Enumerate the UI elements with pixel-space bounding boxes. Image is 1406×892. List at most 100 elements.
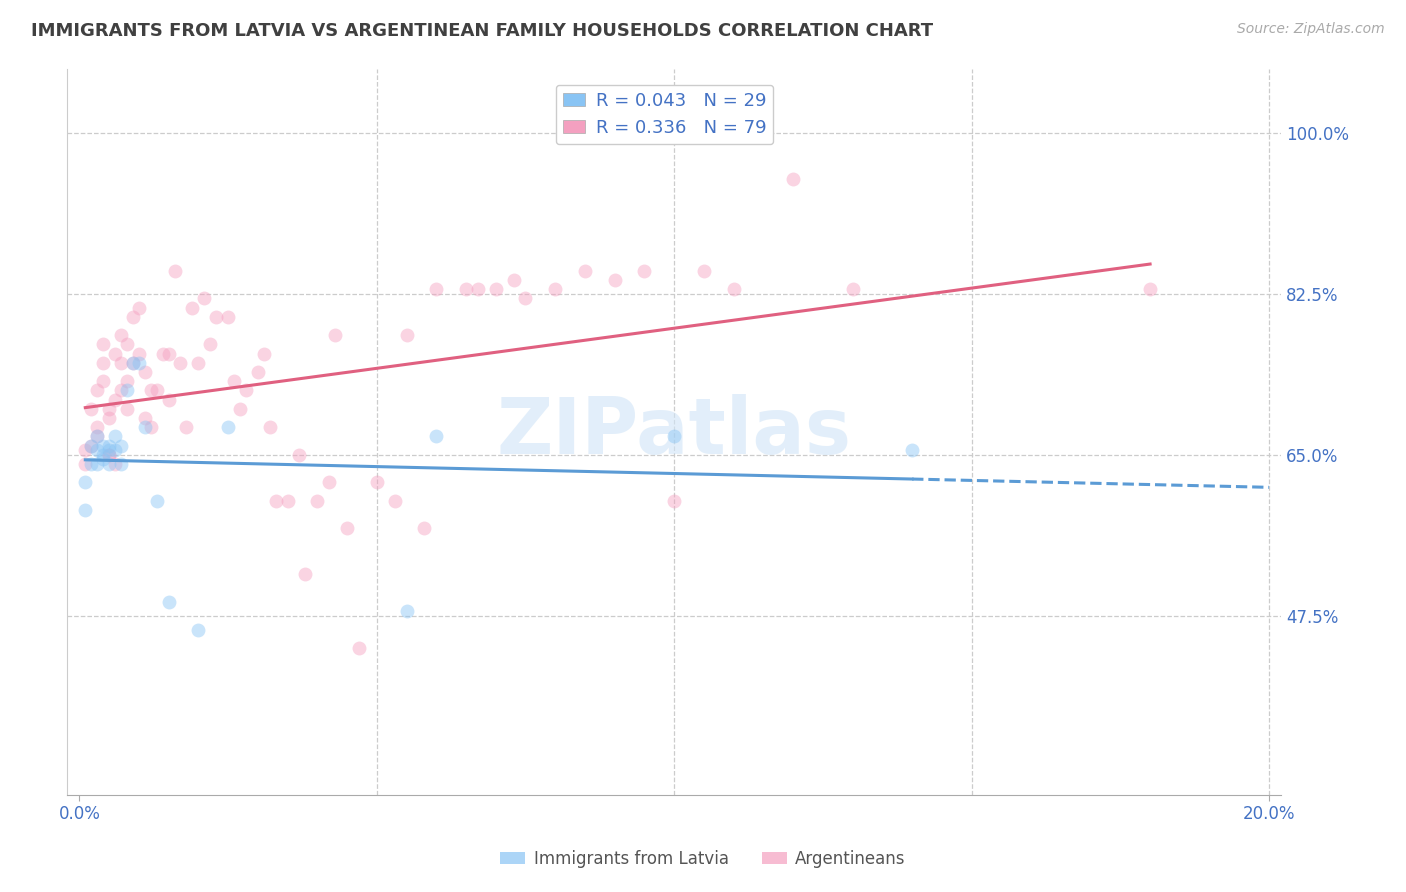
Point <box>80 401 103 416</box>
Point <box>139 384 162 398</box>
Text: ZIPatlas: ZIPatlas <box>496 393 852 470</box>
Point <box>485 282 508 296</box>
Point <box>145 493 167 508</box>
Point <box>723 282 745 296</box>
Point <box>115 337 138 351</box>
Point <box>633 264 655 278</box>
Point <box>253 346 276 360</box>
Point <box>110 457 132 471</box>
Point <box>115 374 138 388</box>
Point <box>115 384 138 398</box>
Point <box>222 374 245 388</box>
Point <box>384 493 406 508</box>
Point <box>413 521 436 535</box>
Point <box>91 356 114 370</box>
Point <box>187 356 209 370</box>
Point <box>110 439 132 453</box>
Point <box>134 365 156 379</box>
Point <box>307 493 329 508</box>
Point <box>110 328 132 343</box>
Point <box>91 452 114 467</box>
Point <box>181 301 204 315</box>
Point <box>134 420 156 434</box>
Point <box>347 640 370 655</box>
Point <box>235 384 257 398</box>
Legend: Immigrants from Latvia, Argentineans: Immigrants from Latvia, Argentineans <box>494 844 912 875</box>
Point <box>1139 282 1161 296</box>
Point <box>169 356 191 370</box>
Point <box>264 493 287 508</box>
Point <box>163 264 186 278</box>
Point <box>515 292 537 306</box>
Point <box>693 264 716 278</box>
Point <box>104 429 127 443</box>
Point <box>122 356 145 370</box>
Point <box>318 475 340 490</box>
Point <box>86 420 108 434</box>
Point <box>294 567 316 582</box>
Point <box>259 420 281 434</box>
Point <box>98 439 121 453</box>
Point <box>98 401 121 416</box>
Point <box>104 443 127 458</box>
Point <box>395 604 418 618</box>
Point <box>98 457 121 471</box>
Point <box>75 443 97 458</box>
Point <box>193 292 215 306</box>
Point <box>98 448 121 462</box>
Point <box>574 264 596 278</box>
Point <box>217 310 239 324</box>
Text: IMMIGRANTS FROM LATVIA VS ARGENTINEAN FAMILY HOUSEHOLDS CORRELATION CHART: IMMIGRANTS FROM LATVIA VS ARGENTINEAN FA… <box>31 22 934 40</box>
Point <box>98 411 121 425</box>
Point <box>841 282 863 296</box>
Point <box>122 356 145 370</box>
Point <box>91 439 114 453</box>
Point <box>128 346 150 360</box>
Point <box>86 429 108 443</box>
Point <box>366 475 388 490</box>
Point <box>91 337 114 351</box>
Point <box>86 443 108 458</box>
Point <box>544 282 567 296</box>
Point <box>200 337 222 351</box>
Point <box>128 356 150 370</box>
Point <box>152 346 174 360</box>
Point <box>104 457 127 471</box>
Point <box>901 443 924 458</box>
Text: Source: ZipAtlas.com: Source: ZipAtlas.com <box>1237 22 1385 37</box>
Point <box>664 429 686 443</box>
Point <box>145 384 167 398</box>
Point <box>664 493 686 508</box>
Point <box>110 356 132 370</box>
Point <box>502 273 524 287</box>
Point <box>98 448 121 462</box>
Point <box>454 282 477 296</box>
Legend: R = 0.043   N = 29, R = 0.336   N = 79: R = 0.043 N = 29, R = 0.336 N = 79 <box>555 85 773 145</box>
Point <box>122 310 145 324</box>
Point <box>176 420 198 434</box>
Point <box>157 595 180 609</box>
Point <box>425 429 447 443</box>
Point <box>75 457 97 471</box>
Point <box>229 401 252 416</box>
Point <box>395 328 418 343</box>
Point <box>323 328 346 343</box>
Point <box>86 384 108 398</box>
Point <box>128 301 150 315</box>
Point <box>157 392 180 407</box>
Point <box>336 521 359 535</box>
Point <box>187 623 209 637</box>
Point <box>288 448 311 462</box>
Point <box>86 429 108 443</box>
Point <box>104 392 127 407</box>
Point <box>277 493 299 508</box>
Point <box>104 346 127 360</box>
Point <box>425 282 447 296</box>
Point <box>246 365 269 379</box>
Point <box>157 346 180 360</box>
Point <box>80 439 103 453</box>
Point <box>98 443 121 458</box>
Point <box>75 475 97 490</box>
Point <box>139 420 162 434</box>
Point <box>205 310 228 324</box>
